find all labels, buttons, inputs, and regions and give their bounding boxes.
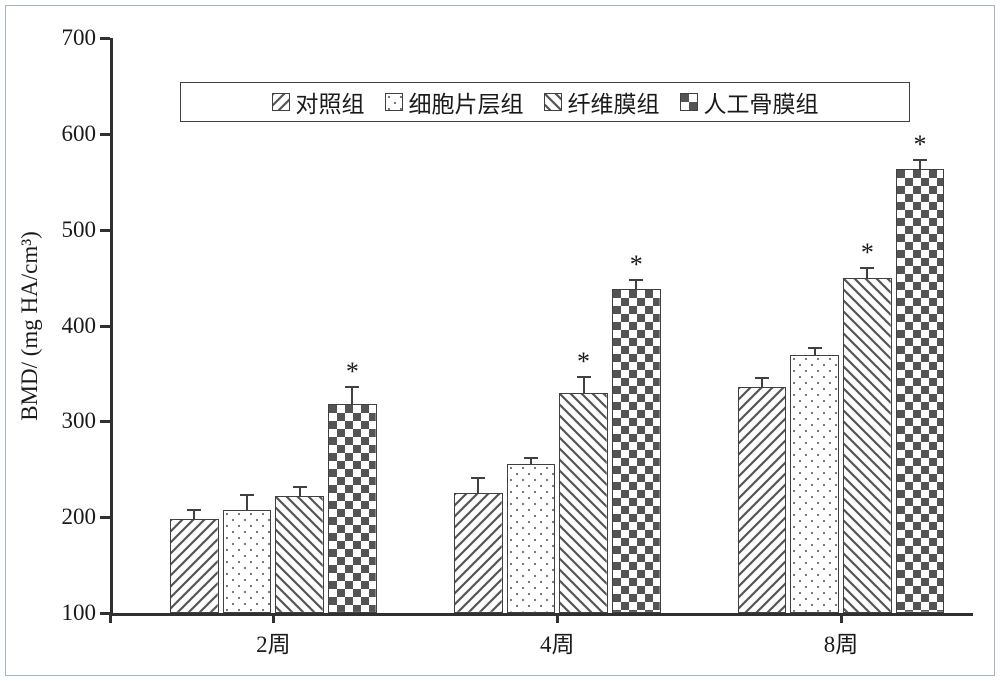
ytick-label: 300 (50, 408, 96, 434)
ytick-mark (100, 229, 110, 232)
ytick-label: 700 (50, 25, 96, 51)
bar-cellsheet (790, 355, 839, 613)
bar-fiber (843, 278, 892, 613)
legend-item-control: 对照组 (272, 85, 365, 119)
xtick-mark (109, 613, 112, 623)
legend-item-periosteum: 人工骨膜组 (680, 85, 819, 119)
errorbar-stem (530, 458, 532, 465)
bar-fiber (275, 496, 324, 613)
bar-cellsheet (223, 510, 272, 614)
significance-marker: * (630, 250, 643, 280)
errorbar-stem (193, 510, 195, 520)
bar-periosteum (896, 169, 945, 613)
ytick-mark (100, 420, 110, 423)
errorbar-stem (814, 348, 816, 356)
significance-marker: * (914, 130, 927, 160)
errorbar-cap (524, 457, 538, 459)
errorbar-cap (293, 486, 307, 488)
legend-swatch-icon (385, 93, 403, 111)
ytick-mark (100, 37, 110, 40)
errorbar-cap (471, 477, 485, 479)
errorbar-stem (761, 378, 763, 387)
legend-item-cellsheet: 细胞片层组 (385, 85, 524, 119)
ytick-label: 500 (50, 217, 96, 243)
errorbar-cap (808, 347, 822, 349)
errorbar-stem (919, 160, 921, 170)
errorbar-stem (299, 487, 301, 497)
xtick-mark (272, 613, 275, 623)
legend-swatch-icon (680, 93, 698, 111)
bar-periosteum (328, 404, 377, 613)
xtick-mark (840, 613, 843, 623)
bar-control (738, 387, 787, 613)
ytick-label: 600 (50, 121, 96, 147)
bar-cellsheet (507, 464, 556, 613)
errorbar-stem (583, 377, 585, 392)
ytick-mark (100, 516, 110, 519)
ytick-mark (100, 133, 110, 136)
bar-control (454, 493, 503, 613)
errorbar-stem (866, 268, 868, 278)
legend-swatch-icon (272, 93, 290, 111)
errorbar-stem (351, 387, 353, 404)
legend-swatch-icon (544, 93, 562, 111)
significance-marker: * (861, 238, 874, 268)
legend-label: 人工骨膜组 (704, 85, 819, 119)
errorbar-stem (477, 478, 479, 493)
legend-item-fiber: 纤维膜组 (544, 85, 660, 119)
legend-label: 纤维膜组 (568, 85, 660, 119)
errorbar-stem (635, 280, 637, 290)
significance-marker: * (577, 347, 590, 377)
xtick-label: 2周 (256, 625, 291, 659)
errorbar-cap (240, 494, 254, 496)
ytick-label: 400 (50, 313, 96, 339)
errorbar-cap (755, 377, 769, 379)
legend-label: 细胞片层组 (409, 85, 524, 119)
bar-periosteum (612, 289, 661, 613)
xtick-mark (556, 613, 559, 623)
ytick-mark (100, 325, 110, 328)
significance-marker: * (346, 357, 359, 387)
errorbar-stem (246, 495, 248, 509)
xtick-label: 4周 (540, 625, 575, 659)
y-axis-label: BMD/ (mg HA/cm³) (17, 231, 43, 421)
legend: 对照组 细胞片层组 纤维膜组 人工骨膜组 (180, 82, 910, 122)
errorbar-cap (187, 509, 201, 511)
bar-control (170, 519, 219, 613)
ytick-label: 200 (50, 504, 96, 530)
xtick-label: 8周 (824, 625, 859, 659)
ytick-label: 100 (50, 600, 96, 626)
legend-label: 对照组 (296, 85, 365, 119)
bar-fiber (559, 393, 608, 613)
